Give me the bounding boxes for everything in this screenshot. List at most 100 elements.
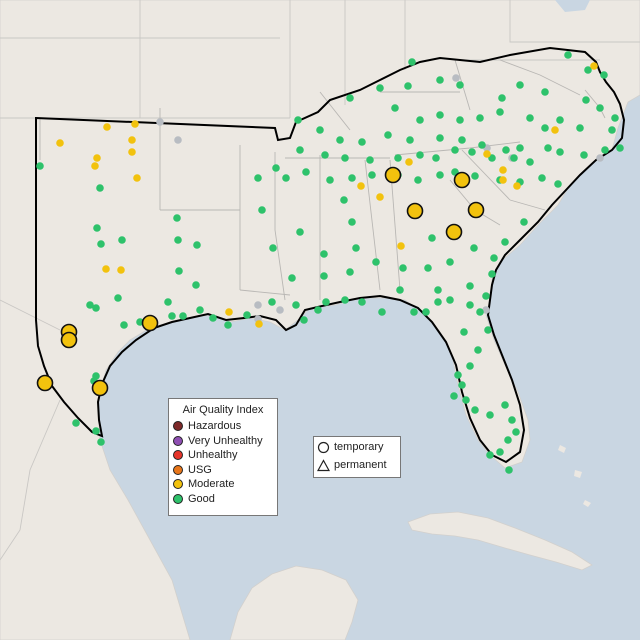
- monitor-good-marker: [314, 306, 322, 314]
- monitor-type-legend: temporary permanent: [313, 436, 401, 478]
- monitor-good-marker: [174, 236, 182, 244]
- temporary-monitor-moderate-marker: [36, 374, 54, 392]
- region-outline: [35, 46, 626, 464]
- monitor-good-marker: [97, 438, 105, 446]
- monitor-no-data-marker: [452, 74, 460, 82]
- monitor-good-marker: [366, 156, 374, 164]
- monitor-good-marker: [272, 164, 280, 172]
- temporary-monitor-moderate-marker: [406, 202, 424, 220]
- monitor-good-marker: [432, 154, 440, 162]
- monitor-good-marker: [512, 428, 520, 436]
- monitor-good-marker: [456, 81, 464, 89]
- monitor-good-marker: [504, 436, 512, 444]
- temporary-monitor-moderate-marker: [445, 223, 463, 241]
- monitor-no-data-marker: [482, 306, 490, 314]
- monitor-no-data-marker: [596, 154, 604, 162]
- legend-label: Very Unhealthy: [188, 434, 263, 447]
- monitor-moderate-marker: [128, 148, 136, 156]
- monitor-good-marker: [341, 296, 349, 304]
- monitor-moderate-marker: [225, 308, 233, 316]
- monitor-good-marker: [516, 81, 524, 89]
- legend-item-unhealthy: Unhealthy: [169, 448, 277, 463]
- very-unhealthy-swatch-icon: [173, 435, 183, 446]
- monitor-good-marker: [470, 244, 478, 252]
- monitor-good-marker: [72, 419, 80, 427]
- monitor-good-marker: [372, 258, 380, 266]
- monitor-good-marker: [326, 176, 334, 184]
- monitor-good-marker: [410, 308, 418, 316]
- monitor-moderate-marker: [117, 266, 125, 274]
- monitor-good-marker: [446, 296, 454, 304]
- monitor-good-marker: [340, 196, 348, 204]
- monitor-good-marker: [92, 304, 100, 312]
- monitor-good-marker: [510, 154, 518, 162]
- monitor-moderate-marker: [483, 150, 491, 158]
- hazardous-swatch-icon: [173, 421, 183, 432]
- monitor-good-marker: [434, 298, 442, 306]
- lake: [555, 0, 590, 12]
- monitor-good-marker: [611, 114, 619, 122]
- monitor-good-marker: [384, 131, 392, 139]
- monitor-good-marker: [96, 184, 104, 192]
- monitor-good-marker: [466, 362, 474, 370]
- monitor-good-marker: [192, 281, 200, 289]
- monitor-good-marker: [416, 116, 424, 124]
- monitor-moderate-marker: [405, 158, 413, 166]
- monitor-good-marker: [296, 228, 304, 236]
- monitor-good-marker: [601, 146, 609, 154]
- monitor-good-marker: [268, 298, 276, 306]
- monitor-moderate-marker: [103, 123, 111, 131]
- monitor-good-marker: [120, 321, 128, 329]
- monitor-good-marker: [368, 171, 376, 179]
- monitor-good-marker: [471, 406, 479, 414]
- monitor-good-marker: [460, 328, 468, 336]
- monitor-moderate-marker: [499, 176, 507, 184]
- monitor-good-marker: [378, 308, 386, 316]
- legend-item-permanent: permanent: [314, 457, 400, 473]
- monitor-good-marker: [320, 250, 328, 258]
- temporary-monitor-moderate-marker: [453, 171, 471, 189]
- monitor-moderate-marker: [255, 320, 263, 328]
- monitor-good-marker: [582, 96, 590, 104]
- monitor-good-marker: [476, 114, 484, 122]
- legend-item-usg: USG: [169, 463, 277, 478]
- monitor-good-marker: [168, 312, 176, 320]
- monitor-good-marker: [118, 236, 126, 244]
- monitor-good-marker: [600, 71, 608, 79]
- monitor-good-marker: [302, 168, 310, 176]
- monitor-good-marker: [436, 111, 444, 119]
- monitor-good-marker: [294, 116, 302, 124]
- monitor-good-marker: [456, 116, 464, 124]
- monitor-good-marker: [179, 312, 187, 320]
- monitor-good-marker: [243, 311, 251, 319]
- monitor-good-marker: [341, 154, 349, 162]
- monitor-good-marker: [474, 346, 482, 354]
- legend-label: Good: [188, 492, 215, 505]
- monitor-good-marker: [556, 116, 564, 124]
- temporary-monitor-moderate-marker: [60, 331, 78, 349]
- monitor-good-marker: [352, 244, 360, 252]
- monitor-good-marker: [436, 171, 444, 179]
- monitor-good-marker: [196, 306, 204, 314]
- monitor-good-marker: [424, 264, 432, 272]
- monitor-good-marker: [458, 136, 466, 144]
- monitor-good-marker: [458, 381, 466, 389]
- monitor-good-marker: [36, 162, 44, 170]
- monitor-no-data-marker: [276, 306, 284, 314]
- monitor-good-marker: [498, 94, 506, 102]
- monitor-good-marker: [209, 314, 217, 322]
- monitor-moderate-marker: [376, 193, 384, 201]
- monitor-good-marker: [554, 180, 562, 188]
- monitor-good-marker: [316, 126, 324, 134]
- monitor-good-marker: [608, 126, 616, 134]
- monitor-moderate-marker: [128, 136, 136, 144]
- monitor-good-marker: [282, 174, 290, 182]
- monitor-moderate-marker: [499, 166, 507, 174]
- monitor-good-marker: [114, 294, 122, 302]
- monitor-good-marker: [596, 104, 604, 112]
- monitor-good-marker: [346, 268, 354, 276]
- monitor-good-marker: [580, 151, 588, 159]
- monitor-good-marker: [478, 141, 486, 149]
- monitor-good-marker: [92, 372, 100, 380]
